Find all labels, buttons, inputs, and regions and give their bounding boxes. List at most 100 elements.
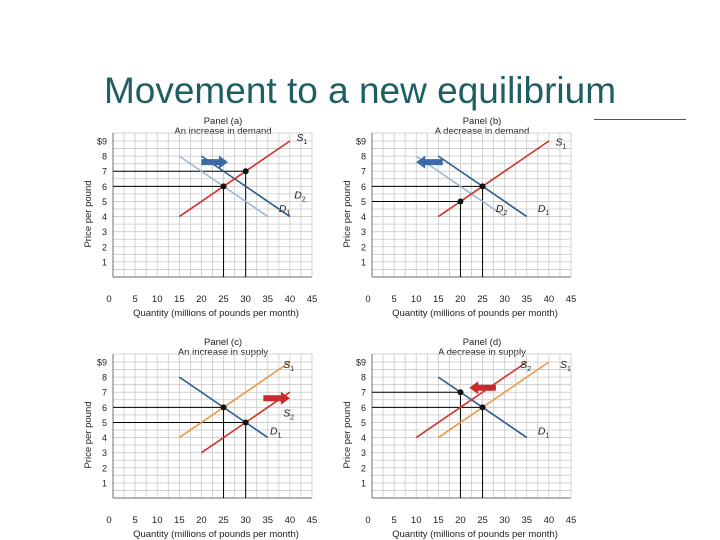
y-tick-label: 7 (361, 167, 366, 177)
y-tick-label: 4 (361, 212, 366, 222)
x-tick-label: 5 (132, 515, 137, 526)
x-tick-label: 25 (477, 294, 488, 305)
panel-subtitle: A decrease in supply (438, 347, 526, 358)
curve-label-subscript: 1 (304, 139, 308, 146)
y-tick-label: $9 (97, 358, 107, 368)
x-tick-label: 30 (240, 294, 251, 305)
curve-label-subscript: 1 (290, 366, 294, 373)
y-tick-label: 1 (361, 257, 366, 267)
panel-title: Panel (c) (204, 337, 242, 348)
shift-arrow (263, 391, 290, 405)
y-tick-label: 5 (102, 197, 107, 207)
curve-label-letter: D (294, 189, 302, 201)
curve-d2 (415, 155, 506, 218)
y-axis-label: Price per pound (342, 401, 353, 468)
y-tick-label: 8 (361, 373, 366, 383)
x-tick-label: 25 (218, 294, 229, 305)
y-axis-label: Price per pound (342, 180, 353, 247)
x-tick-label: 35 (521, 294, 532, 305)
x-tick-label: 5 (132, 294, 137, 305)
x-tick-label: 10 (152, 515, 163, 526)
curve-label-subscript: 1 (278, 433, 282, 440)
curve-label-d2: D2 (496, 203, 508, 217)
chart-grid (112, 132, 313, 278)
equilibrium-point (457, 389, 464, 396)
x-tick-label: 5 (391, 515, 396, 526)
y-axis-label: Price per pound (83, 180, 94, 247)
x-tick-label: 35 (521, 515, 532, 526)
x-tick-label: 45 (307, 515, 318, 526)
panel-subtitle: A decrease in demand (435, 126, 530, 137)
x-tick-label: 15 (174, 515, 185, 526)
x-tick-label: 0 (106, 515, 111, 526)
equilibrium-point (479, 183, 486, 190)
curve-label-letter: S (297, 132, 304, 144)
x-tick-label: 0 (365, 294, 370, 305)
curve-s2 (415, 361, 528, 439)
equilibrium-point (220, 183, 227, 190)
y-tick-label: 3 (361, 227, 366, 237)
x-tick-label: 45 (566, 515, 577, 526)
y-axis-label: Price per pound (83, 401, 94, 468)
curve-label-subscript: 2 (302, 196, 306, 203)
x-tick-label: 30 (499, 515, 510, 526)
x-tick-label: 25 (218, 515, 229, 526)
panel-subtitle: An increase in supply (178, 347, 269, 358)
curve-label-d1: D1 (538, 203, 550, 217)
y-tick-label: 8 (361, 152, 366, 162)
y-tick-label: 5 (361, 197, 366, 207)
x-axis-label: Quantity (millions of pounds per month) (392, 529, 558, 540)
x-tick-label: 30 (499, 294, 510, 305)
x-tick-label: 45 (566, 294, 577, 305)
curve-label-subscript: 1 (545, 210, 549, 217)
x-tick-label: 10 (411, 294, 422, 305)
curve-s1 (178, 361, 291, 439)
x-tick-label: 20 (196, 294, 207, 305)
curve-label-s1: S1 (560, 359, 571, 373)
panel-subtitle: An increase in demand (174, 126, 271, 137)
x-tick-label: 25 (477, 515, 488, 526)
y-tick-label: 5 (361, 418, 366, 428)
y-tick-label: 3 (102, 227, 107, 237)
x-tick-label: 20 (455, 515, 466, 526)
x-tick-label: 35 (262, 294, 273, 305)
x-tick-label: 0 (365, 515, 370, 526)
shift-arrow (416, 155, 443, 169)
curve-label-letter: S (556, 137, 563, 149)
x-tick-label: 10 (152, 294, 163, 305)
curve-label-subscript: 2 (290, 414, 294, 421)
curve-label-s1: S1 (283, 359, 294, 373)
y-tick-label: 6 (102, 403, 107, 413)
curve-label-letter: S (560, 359, 567, 371)
y-tick-label: 7 (361, 388, 366, 398)
chart-panel: Panel (d)A decrease in supply12345678$90… (342, 337, 576, 540)
chart-grid (112, 353, 313, 499)
curve-label-letter: D (496, 203, 504, 215)
x-tick-label: 5 (391, 294, 396, 305)
curve-label-subscript: 1 (286, 210, 290, 217)
curve-label-letter: D (538, 203, 546, 215)
x-axis-label: Quantity (millions of pounds per month) (392, 308, 558, 319)
shift-arrow (469, 381, 496, 395)
panel-title: Panel (a) (204, 116, 243, 127)
y-tick-label: $9 (356, 358, 366, 368)
x-tick-label: 15 (433, 515, 444, 526)
equilibrium-point (220, 404, 227, 411)
y-tick-label: 6 (361, 403, 366, 413)
y-tick-label: $9 (356, 137, 366, 147)
curve-label-d1: D1 (279, 203, 291, 217)
y-tick-label: 5 (102, 418, 107, 428)
curve-label-letter: D (279, 203, 287, 215)
equilibrium-point (457, 198, 464, 205)
curve-label-letter: S (283, 359, 290, 371)
title-divider (594, 119, 686, 120)
y-tick-label: 7 (102, 388, 107, 398)
x-tick-label: 10 (411, 515, 422, 526)
slide-title: Movement to a new equilibrium (103, 70, 617, 111)
shift-arrow (201, 155, 228, 169)
curve-label-letter: S (283, 407, 290, 419)
y-tick-label: $9 (97, 137, 107, 147)
curve-label-subscript: 1 (567, 366, 571, 373)
y-tick-label: 1 (102, 478, 107, 488)
